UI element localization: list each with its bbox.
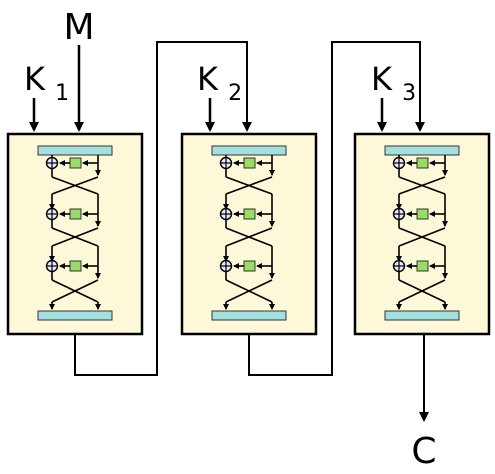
input-permutation-bar <box>37 145 113 156</box>
f-function-box <box>69 208 82 220</box>
key-label-1: K 1 <box>24 60 69 106</box>
f-function-box <box>243 157 256 169</box>
encryption-block-1: K 1 <box>6 60 144 336</box>
f-function-box <box>69 157 82 169</box>
crossover-wire <box>225 227 273 247</box>
encryption-block-2: K 2 <box>180 60 318 336</box>
crossover-wire <box>51 176 99 195</box>
crossover-wire <box>51 279 99 303</box>
f-function-box <box>416 208 429 220</box>
f-function-box <box>243 260 256 272</box>
input-permutation-bar <box>211 145 287 156</box>
connector-2-3 <box>248 41 425 376</box>
key-label-3: K 3 <box>371 60 416 106</box>
output-permutation-bar <box>37 310 113 321</box>
crossover-wire <box>51 227 99 247</box>
f-function-box <box>69 260 82 272</box>
crossover-wire <box>398 176 446 195</box>
input-permutation-bar <box>384 145 460 156</box>
connector-1-2 <box>74 41 252 376</box>
key-label-2: K 2 <box>197 60 242 106</box>
output-label: C <box>411 431 436 472</box>
f-function-box <box>416 260 429 272</box>
crossover-wire <box>398 227 446 247</box>
crossover-wire <box>225 176 273 195</box>
f-function-box <box>243 208 256 220</box>
crossover-wire <box>225 279 273 303</box>
output-permutation-bar <box>384 310 460 321</box>
input-label: M <box>63 7 94 48</box>
output-permutation-bar <box>211 310 287 321</box>
crossover-wire <box>398 279 446 303</box>
f-function-box <box>416 157 429 169</box>
encryption-block-3: K 3 <box>353 60 491 336</box>
